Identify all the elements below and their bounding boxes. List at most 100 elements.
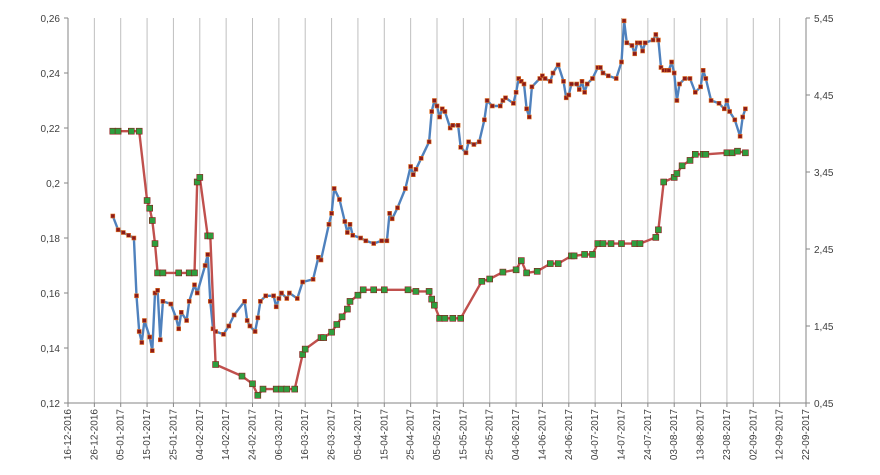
series-1-point	[244, 318, 250, 323]
series-1-point	[450, 123, 456, 128]
series-1-point	[727, 109, 732, 114]
x-tick-label: 04-02-2017	[195, 409, 206, 461]
series-1-point	[600, 70, 606, 76]
right-y-tick-label: 1,45	[814, 322, 834, 333]
x-tick-label: 24-07-2017	[643, 409, 654, 461]
series-1-point	[458, 145, 464, 150]
series-1-point	[121, 230, 126, 235]
right-y-tick-label: 3,45	[814, 168, 834, 179]
series-2-point	[636, 240, 644, 247]
x-tick-label: 06-03-2017	[274, 409, 285, 461]
series-1-point	[526, 114, 532, 120]
series-1-point	[371, 241, 377, 246]
series-1-point	[395, 205, 400, 211]
x-tick-label: 03-08-2017	[669, 409, 680, 461]
series-1-point	[640, 48, 645, 54]
x-tick-label: 05-01-2017	[116, 409, 127, 461]
series-1-point	[326, 222, 332, 227]
series-1-point	[484, 98, 490, 103]
series-2-point	[412, 288, 420, 295]
x-tick-label: 14-07-2017	[617, 409, 628, 461]
x-tick-label: 13-08-2017	[696, 409, 707, 461]
x-tick-label: 25-01-2017	[168, 409, 179, 461]
right-y-tick-label: 5,45	[814, 14, 834, 25]
series-1-point	[566, 92, 572, 98]
series-2-point	[449, 314, 457, 322]
series-1-point	[682, 76, 688, 81]
series-2-point	[259, 385, 267, 393]
series-2-point	[678, 162, 686, 170]
series-1-point	[656, 37, 661, 43]
series-2-point	[702, 151, 710, 158]
series-1-point	[173, 315, 179, 321]
series-1-point	[516, 76, 522, 81]
series-2-point	[533, 267, 541, 275]
series-1-point	[582, 90, 587, 95]
series-1-point	[136, 329, 142, 334]
series-1-point	[621, 18, 627, 24]
series-2-point	[431, 301, 438, 309]
series-1-point	[139, 340, 145, 345]
series-1-point	[703, 76, 709, 81]
series-1-point	[740, 114, 746, 120]
x-tick-label: 26-12-2016	[89, 409, 100, 461]
series-2-point	[425, 288, 433, 295]
series-1-point	[455, 123, 461, 128]
series-1-point	[331, 186, 337, 191]
left-y-tick-label: 0,12	[41, 399, 61, 410]
series-1-point	[276, 296, 282, 301]
series-1-point	[205, 252, 210, 257]
series-2-point	[128, 127, 135, 135]
series-1-point	[150, 348, 155, 354]
series-1-point	[605, 73, 611, 79]
series-1-point	[310, 276, 316, 282]
series-2-point	[196, 174, 204, 181]
series-2-point	[135, 127, 143, 135]
series-1-point	[574, 81, 580, 87]
series-2-point	[618, 240, 625, 247]
series-1-point	[176, 326, 181, 332]
series-1-point	[255, 315, 261, 321]
series-1-point	[155, 287, 160, 293]
series-1-point	[590, 76, 595, 81]
series-1-point	[329, 211, 334, 216]
series-2-point	[523, 269, 530, 277]
series-2-point	[478, 277, 486, 285]
x-tick-label: 12-09-2017	[775, 409, 786, 461]
left-y-tick-label: 0,24	[41, 69, 61, 80]
series-1-point	[160, 298, 166, 304]
series-2-point	[599, 240, 607, 247]
series-1-point	[115, 227, 121, 233]
series-1-point	[273, 304, 279, 310]
series-1-point	[418, 156, 424, 161]
series-layer	[109, 18, 749, 399]
series-2-point	[320, 334, 328, 341]
series-1-point	[497, 103, 503, 109]
series-1-point	[708, 98, 714, 103]
series-1-point	[158, 337, 163, 343]
series-1-point	[613, 76, 619, 81]
series-1-point	[637, 40, 643, 46]
left-y-tick-label: 0,18	[41, 234, 61, 245]
series-1-point	[126, 233, 131, 238]
left-y-tick-label: 0,14	[41, 344, 61, 355]
series-1-point	[271, 293, 276, 299]
series-1-point	[550, 70, 556, 76]
x-tick-label: 02-09-2017	[748, 409, 759, 461]
series-1-point	[555, 62, 561, 68]
series-1-point	[318, 257, 324, 263]
series-2-point	[581, 251, 588, 258]
series-1-point	[242, 298, 247, 304]
x-tick-label: 23-08-2017	[722, 409, 733, 461]
x-tick-label: 24-06-2017	[564, 409, 575, 461]
series-1-point	[294, 296, 300, 301]
series-1-point	[447, 125, 453, 131]
series-1-point	[168, 301, 174, 307]
series-1-point	[619, 59, 624, 65]
series-1-point	[252, 329, 258, 334]
series-1-point	[576, 87, 582, 92]
series-2-point	[499, 268, 507, 276]
series-1-point	[579, 79, 585, 84]
